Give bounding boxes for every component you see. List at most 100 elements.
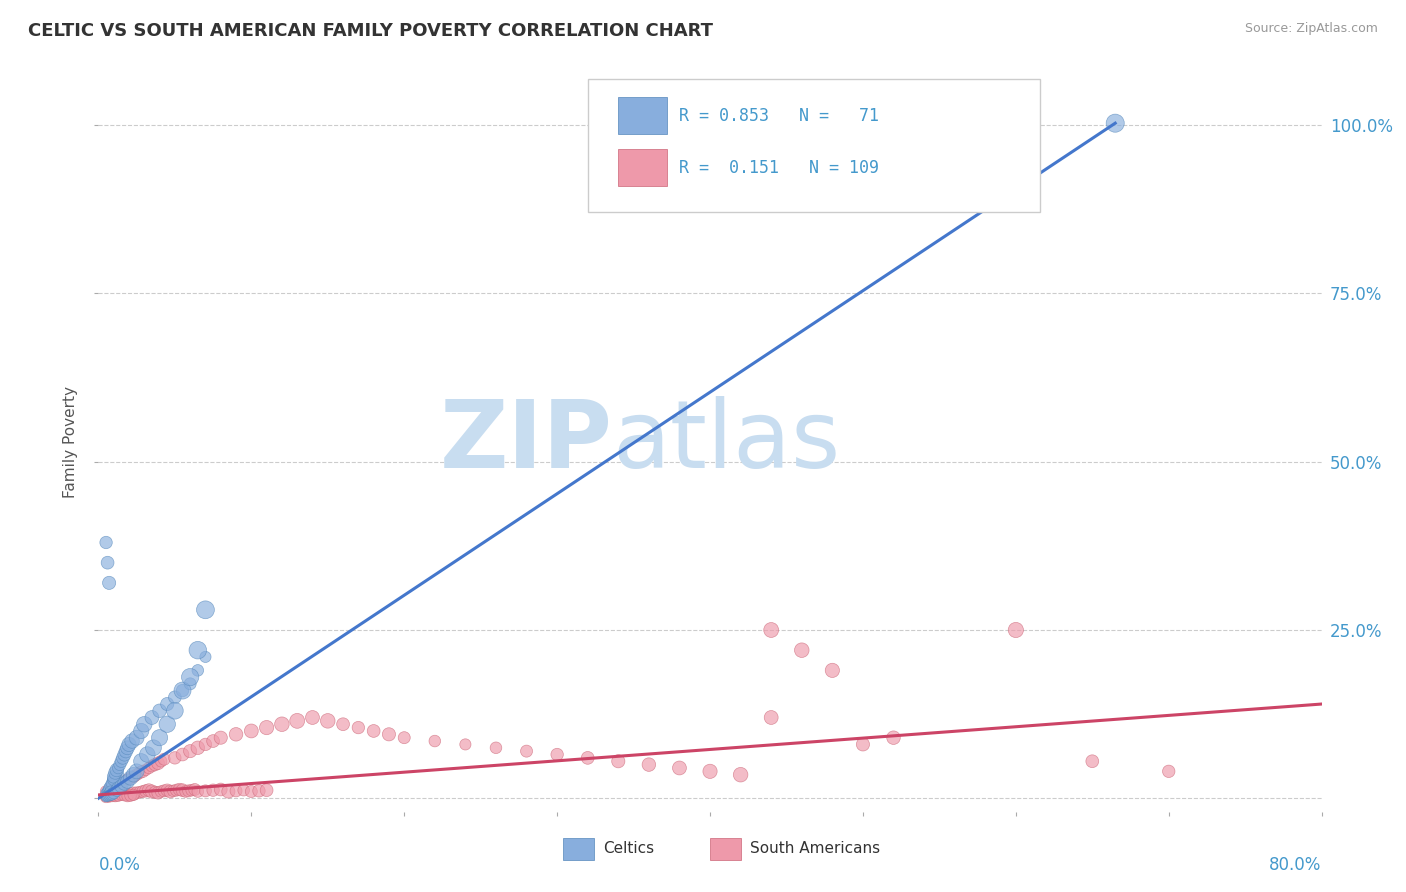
- Point: [103, 786, 125, 800]
- Point: [132, 764, 155, 779]
- Point: [1004, 623, 1026, 637]
- Point: [138, 783, 160, 797]
- Point: [94, 786, 117, 800]
- Point: [150, 754, 173, 768]
- Point: [883, 731, 905, 745]
- Point: [104, 771, 127, 785]
- Point: [115, 744, 138, 758]
- Point: [132, 784, 155, 798]
- Point: [94, 789, 117, 804]
- Point: [301, 710, 323, 724]
- Point: [118, 738, 141, 752]
- Point: [97, 788, 120, 802]
- Point: [98, 789, 121, 803]
- Point: [1081, 754, 1104, 768]
- Point: [637, 757, 661, 772]
- Point: [122, 787, 145, 801]
- Text: Source: ZipAtlas.com: Source: ZipAtlas.com: [1244, 22, 1378, 36]
- Point: [163, 690, 186, 705]
- Point: [187, 784, 209, 798]
- Point: [187, 643, 209, 657]
- Point: [110, 754, 132, 768]
- Point: [256, 783, 278, 797]
- Point: [187, 664, 209, 678]
- Point: [94, 789, 117, 804]
- Point: [120, 787, 142, 801]
- Point: [104, 765, 127, 780]
- Point: [104, 789, 127, 804]
- Point: [225, 784, 247, 798]
- Point: [165, 783, 187, 797]
- Point: [607, 754, 630, 768]
- Point: [172, 747, 194, 762]
- Point: [100, 779, 122, 793]
- Text: CELTIC VS SOUTH AMERICAN FAMILY POVERTY CORRELATION CHART: CELTIC VS SOUTH AMERICAN FAMILY POVERTY …: [28, 22, 713, 40]
- Point: [112, 747, 135, 762]
- Point: [101, 781, 124, 796]
- Point: [316, 714, 339, 728]
- Point: [699, 764, 721, 779]
- Point: [100, 784, 122, 798]
- Point: [177, 784, 200, 798]
- Point: [576, 751, 599, 765]
- Text: R = 0.853   N =   71: R = 0.853 N = 71: [679, 107, 879, 125]
- Point: [98, 787, 121, 801]
- Point: [94, 784, 117, 798]
- Point: [122, 770, 145, 784]
- Point: [1157, 764, 1180, 779]
- Point: [94, 535, 117, 549]
- Point: [120, 771, 142, 785]
- Point: [759, 623, 782, 637]
- Point: [163, 751, 186, 765]
- Point: [232, 783, 254, 797]
- Text: ZIP: ZIP: [439, 395, 612, 488]
- Point: [150, 784, 173, 798]
- Point: [112, 776, 135, 790]
- Point: [125, 731, 148, 745]
- Point: [128, 785, 150, 799]
- Point: [332, 717, 354, 731]
- Point: [97, 786, 120, 800]
- Point: [423, 734, 446, 748]
- Point: [117, 774, 139, 789]
- Point: [98, 789, 121, 804]
- Point: [179, 670, 201, 684]
- Point: [98, 783, 121, 797]
- Point: [128, 765, 150, 780]
- Point: [101, 789, 124, 803]
- Point: [105, 763, 128, 777]
- Point: [217, 784, 239, 798]
- Point: [172, 783, 194, 797]
- Point: [194, 603, 217, 617]
- Point: [180, 783, 202, 797]
- Point: [98, 784, 121, 798]
- Point: [162, 784, 184, 798]
- Point: [347, 721, 370, 735]
- Point: [104, 779, 127, 793]
- Point: [122, 788, 145, 802]
- Point: [110, 779, 132, 793]
- Point: [120, 771, 142, 785]
- FancyBboxPatch shape: [588, 78, 1040, 212]
- Point: [107, 761, 129, 775]
- Point: [270, 717, 292, 731]
- Point: [125, 764, 148, 779]
- Point: [98, 789, 121, 803]
- Point: [149, 731, 172, 745]
- Point: [143, 757, 166, 772]
- Point: [454, 738, 477, 752]
- Point: [149, 704, 172, 718]
- Point: [105, 767, 128, 781]
- Point: [138, 761, 160, 775]
- Point: [153, 784, 176, 798]
- Point: [159, 784, 181, 798]
- Point: [120, 789, 142, 803]
- Point: [759, 710, 782, 724]
- Point: [103, 774, 125, 789]
- Point: [112, 789, 135, 803]
- Point: [141, 710, 163, 724]
- Point: [107, 787, 129, 801]
- Point: [141, 784, 163, 798]
- Point: [117, 772, 139, 787]
- Point: [247, 784, 270, 798]
